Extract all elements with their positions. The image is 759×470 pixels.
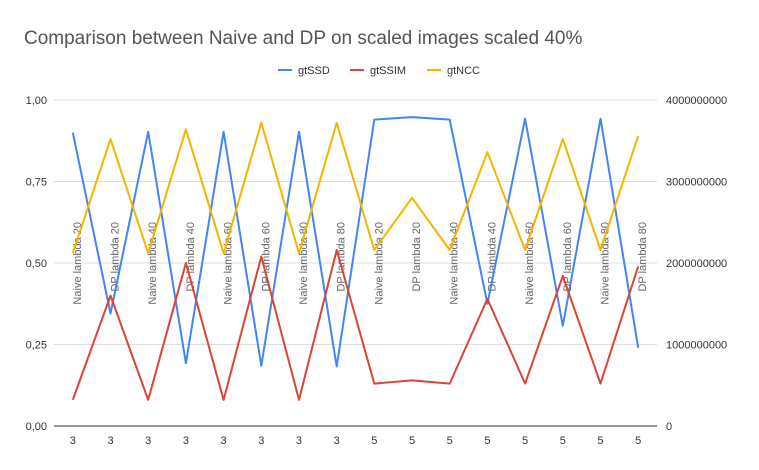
right-tick-label: 3000000000 [666,177,727,189]
category-label: Naive lambda 20 [72,222,84,305]
legend-label: gtNCC [447,65,480,77]
series-line-gtSSD [71,116,640,368]
x-tick-label: 3 [107,435,113,447]
right-tick-label: 1000000000 [666,340,727,352]
x-tick-label: 3 [334,435,340,447]
category-label: DP lambda 80 [637,222,649,292]
category-labels: Naive lambda 20 DP lambda 20 Naive lambda … [72,222,649,305]
category-label: Naive lambda 60 [223,222,235,305]
category-label: Naive lambda 80 [298,222,310,305]
left-tick-label: 0,75 [26,177,47,189]
right-tick-label: 2000000000 [666,258,727,270]
right-y-axis: 0 1000000000 2000000000 3000000000 400000000… [666,95,727,433]
series-line-gtSSIM [71,249,640,401]
left-tick-label: 1,00 [26,95,47,107]
series-line-gtNCC [71,121,640,255]
chart-title: Comparison between Naive and DP on scale… [24,28,582,49]
right-tick-label: 4000000000 [666,95,727,107]
left-tick-label: 0,00 [26,421,47,433]
x-tick-label: 3 [221,435,227,447]
x-tick-label: 5 [522,435,528,447]
x-tick-label: 5 [560,435,566,447]
category-label: DP lambda 60 [260,222,272,292]
x-tick-label: 5 [597,435,603,447]
left-y-axis: 0,00 0,25 0,50 0,75 1,00 [26,95,47,433]
legend-label: gtSSD [298,65,330,77]
x-axis: 3 3 3 3 3 3 3 3 5 5 5 5 5 5 5 5 [70,435,641,447]
left-tick-label: 0,25 [26,340,47,352]
legend: gtSSD gtSSIM gtNCC [278,65,480,77]
category-label: Naive lambda 40 [147,222,159,305]
x-tick-label: 5 [635,435,641,447]
category-label: DP lambda 40 [185,222,197,292]
x-tick-label: 3 [183,435,189,447]
gridlines [54,99,657,427]
x-tick-label: 3 [145,435,151,447]
category-label: Naive lambda 20 [373,222,385,305]
x-tick-label: 3 [296,435,302,447]
right-tick-label: 0 [666,421,672,433]
series-lines [71,116,640,401]
category-label: DP lambda 80 [336,222,348,292]
category-label: DP lambda 60 [562,222,574,292]
x-tick-label: 5 [484,435,490,447]
category-label: DP lambda 20 [110,222,122,292]
x-tick-label: 3 [258,435,264,447]
x-tick-label: 3 [70,435,76,447]
x-tick-label: 5 [447,435,453,447]
legend-label: gtSSIM [370,65,406,77]
left-tick-label: 0,50 [26,258,47,270]
x-tick-label: 5 [409,435,415,447]
category-label: DP lambda 40 [486,222,498,292]
x-tick-label: 5 [371,435,377,447]
category-label: DP lambda 20 [411,222,423,292]
